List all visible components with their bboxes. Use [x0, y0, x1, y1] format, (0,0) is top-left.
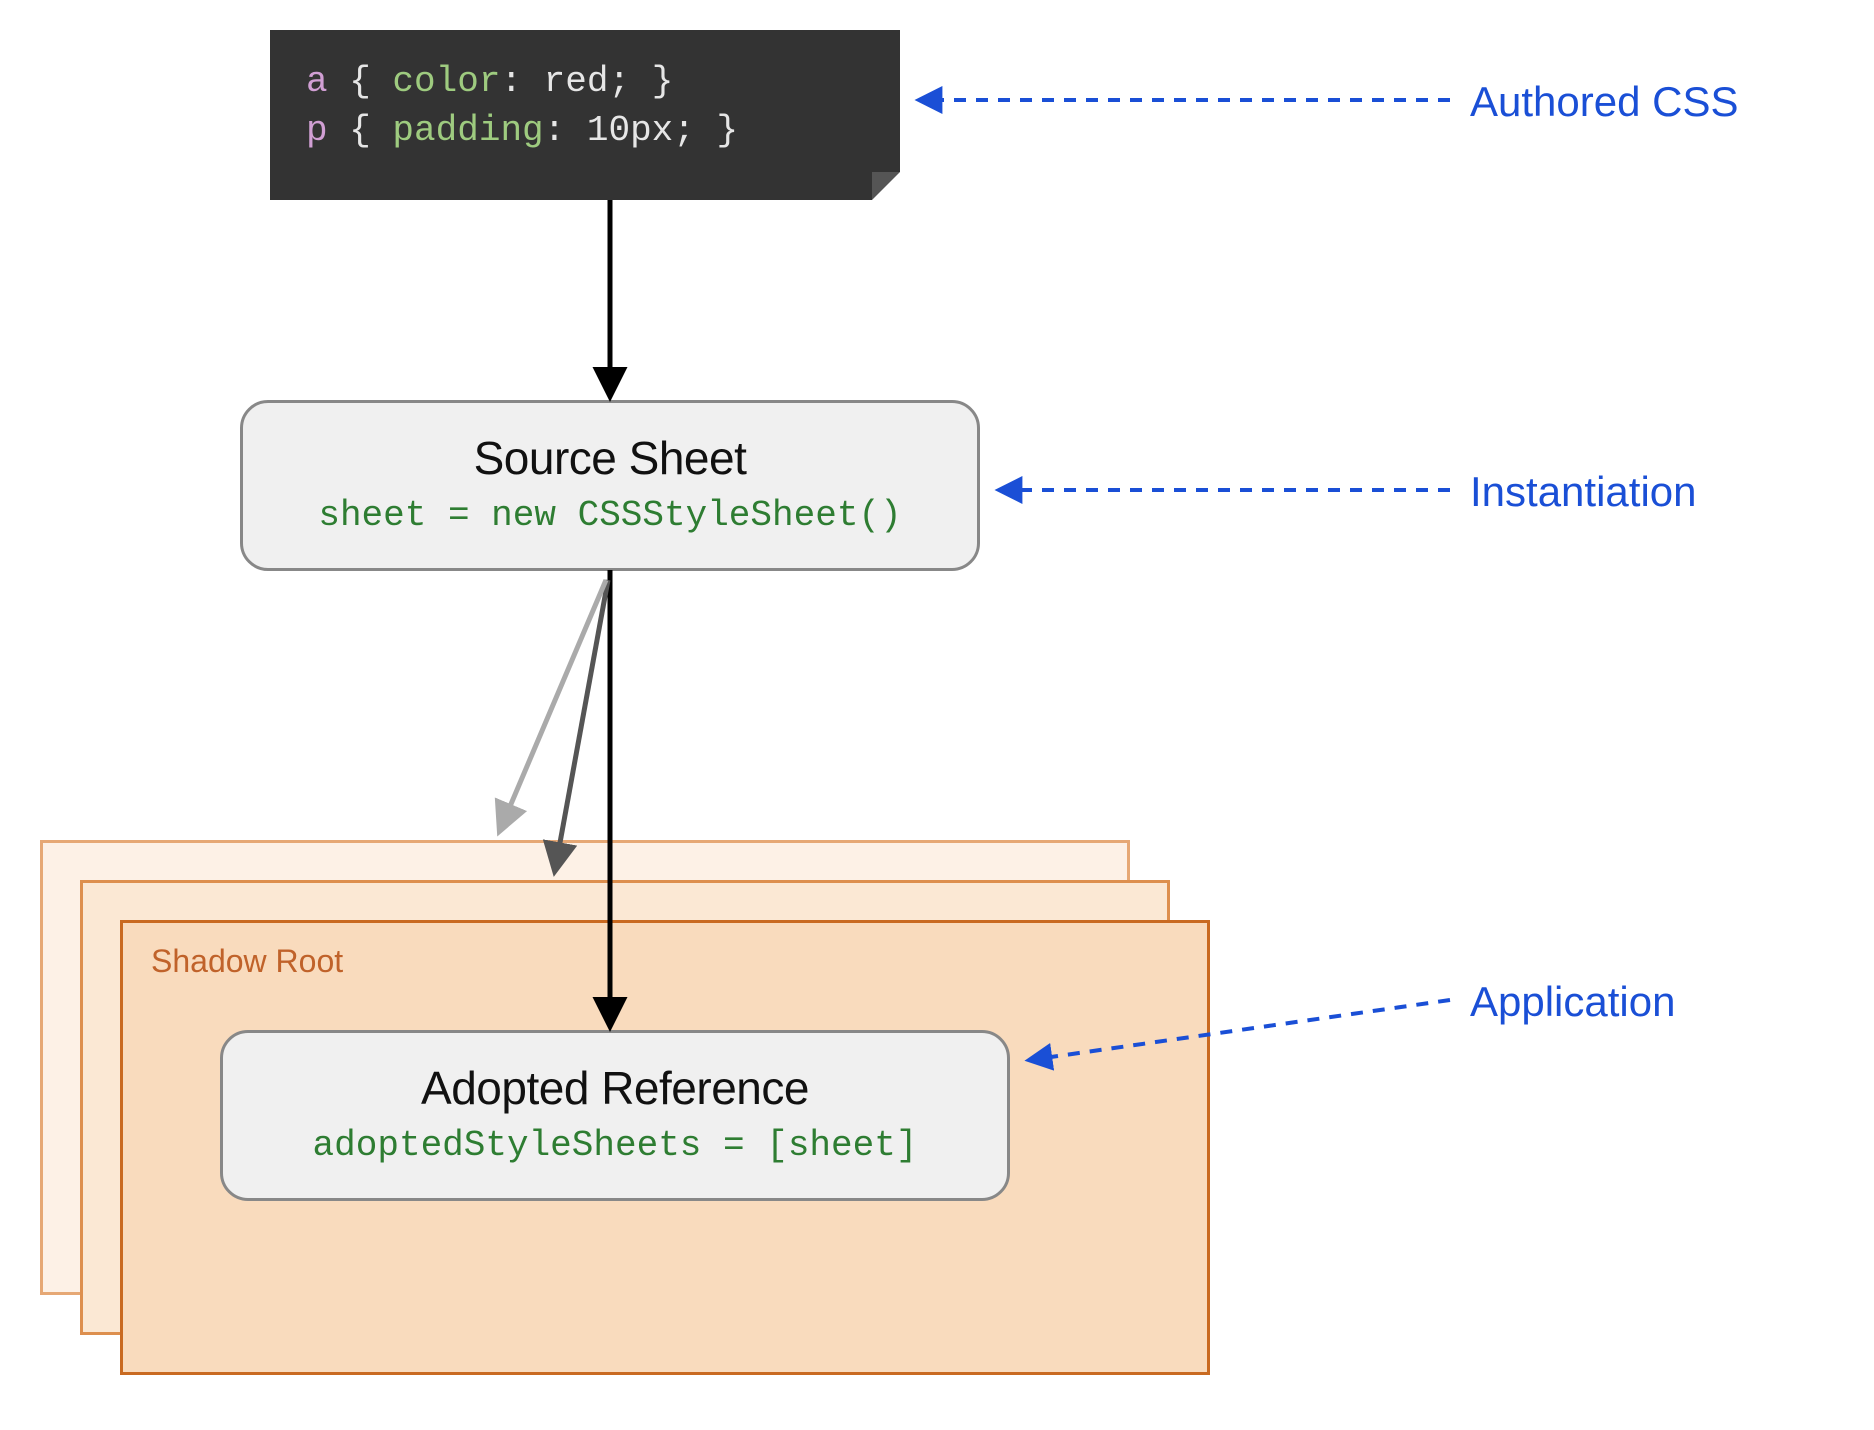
annotation-authored-css: Authored CSS: [1470, 78, 1739, 126]
source-sheet-node: Source Sheet sheet = new CSSStyleSheet(): [240, 400, 980, 571]
shadow-root-label: Shadow Root: [151, 943, 343, 980]
code-line-1: a { color: red; }: [306, 58, 864, 107]
source-sheet-code: sheet = new CSSStyleSheet(): [273, 495, 947, 536]
adopted-reference-node: Adopted Reference adoptedStyleSheets = […: [220, 1030, 1010, 1201]
adopted-reference-title: Adopted Reference: [253, 1061, 977, 1115]
diagram-canvas: Shadow Root a { color: red; } p { paddin…: [0, 0, 1874, 1430]
authored-css-code-block: a { color: red; } p { padding: 10px; }: [270, 30, 900, 200]
folded-corner-icon: [872, 172, 900, 200]
source-sheet-title: Source Sheet: [273, 431, 947, 485]
code-line-2: p { padding: 10px; }: [306, 107, 864, 156]
annotation-application: Application: [1470, 978, 1675, 1026]
annotation-instantiation: Instantiation: [1470, 468, 1697, 516]
adopted-reference-code: adoptedStyleSheets = [sheet]: [253, 1125, 977, 1166]
